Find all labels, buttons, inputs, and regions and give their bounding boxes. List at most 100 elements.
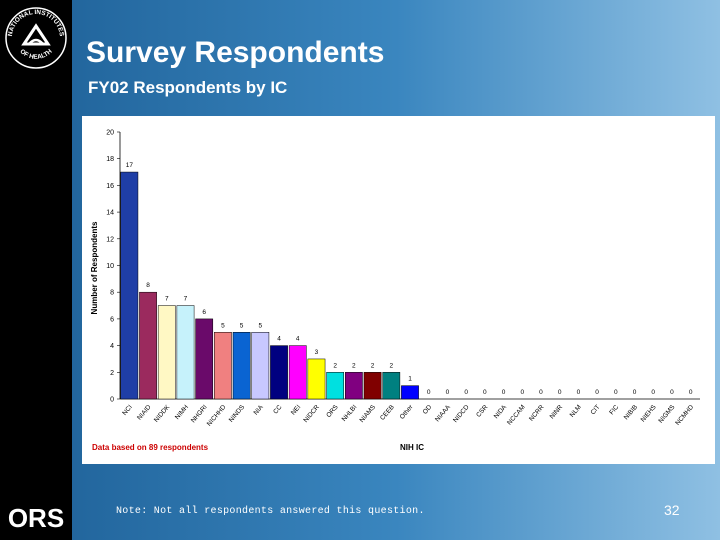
y-axis-label: Number of Respondents — [90, 221, 99, 314]
bar-ceeb — [382, 372, 401, 400]
value-label: 3 — [315, 349, 319, 356]
category-label: NICHHD — [206, 404, 228, 428]
bar-nei — [288, 345, 307, 400]
value-label: 0 — [651, 389, 655, 396]
category-label: NHGRI — [190, 404, 209, 425]
category-label: NIEHS — [640, 403, 659, 423]
svg-text:NATIONAL INSTITUTES: NATIONAL INSTITUTES — [7, 9, 65, 38]
value-label: 0 — [520, 389, 524, 396]
value-label: 0 — [502, 389, 506, 396]
category-label: NLM — [569, 404, 583, 419]
value-label: 4 — [296, 336, 300, 343]
category-label: NIDCR — [302, 404, 321, 425]
bar-nhgri — [195, 318, 214, 400]
category-label: FIC — [608, 404, 620, 417]
svg-text:OF HEALTH: OF HEALTH — [18, 48, 53, 61]
value-label: 5 — [240, 322, 244, 329]
value-label: 0 — [446, 389, 450, 396]
value-label: 0 — [633, 389, 637, 396]
slide-title: Survey Respondents — [86, 36, 385, 69]
page-number: 32 — [664, 502, 680, 518]
chart-bars — [120, 171, 419, 400]
ors-logo-text: ORS — [8, 503, 64, 533]
value-label: 0 — [670, 389, 674, 396]
slide-subtitle: FY02 Respondents by IC — [88, 78, 288, 97]
value-label: 5 — [259, 322, 263, 329]
logo-mark-icon — [21, 23, 51, 46]
value-label: 2 — [333, 362, 337, 369]
y-tick-label: 14 — [106, 210, 114, 217]
bar-nimh — [176, 305, 195, 400]
y-tick-label: 6 — [110, 316, 114, 323]
ors-logo: ORS — [8, 503, 64, 533]
y-tick-label: 16 — [106, 183, 114, 190]
value-label: 17 — [126, 162, 134, 169]
x-axis-label: NIH IC — [400, 443, 424, 452]
value-label: 0 — [614, 389, 618, 396]
value-label: 0 — [539, 389, 543, 396]
category-label: NCCAM — [506, 404, 527, 427]
value-label: 2 — [352, 362, 356, 369]
value-label: 0 — [595, 389, 599, 396]
category-label: NINDS — [228, 403, 247, 424]
value-label: 0 — [464, 389, 468, 396]
category-label: NINR — [549, 404, 565, 421]
category-label: CC — [272, 404, 284, 416]
category-label: OD — [422, 404, 434, 416]
category-label: NIDA — [493, 403, 509, 420]
category-label: NIDDK — [153, 403, 172, 424]
category-label: NCRR — [528, 404, 546, 423]
y-tick-label: 18 — [106, 156, 114, 163]
logo-ring — [5, 7, 67, 69]
category-label: NCI — [121, 404, 134, 417]
category-label: NCMHD — [674, 404, 695, 427]
value-label: 4 — [277, 336, 281, 343]
sidebar: NATIONAL INSTITUTES OF HEALTH ORS — [0, 0, 72, 540]
value-label: 1 — [408, 376, 412, 383]
bar-niams — [363, 372, 382, 400]
value-label: 0 — [558, 389, 562, 396]
category-label: NIDCD — [452, 404, 471, 425]
bar-niddk — [157, 305, 176, 400]
y-tick-label: 0 — [110, 397, 114, 404]
bar-ninds — [232, 332, 251, 400]
category-label: CSR — [475, 404, 489, 419]
logo-top-text: NATIONAL INSTITUTES — [7, 9, 65, 38]
nih-logo: NATIONAL INSTITUTES OF HEALTH — [5, 7, 67, 69]
value-label: 6 — [202, 309, 206, 316]
y-tick-label: 2 — [110, 370, 114, 377]
category-label: NIAID — [136, 404, 153, 422]
bar-nci — [120, 171, 139, 400]
value-label: 0 — [483, 389, 487, 396]
y-tick-label: 20 — [106, 130, 114, 137]
y-tick-label: 10 — [106, 263, 114, 270]
bar-nhlbi — [345, 372, 363, 400]
chart-annotation: Data based on 89 respondents — [92, 443, 209, 452]
footnote: Note: Not all respondents answered this … — [116, 506, 425, 517]
category-label: NHLBI — [341, 404, 359, 423]
value-label: 7 — [165, 296, 169, 303]
y-tick-label: 4 — [110, 343, 114, 350]
category-label: NIAMS — [359, 403, 378, 424]
y-tick-label: 8 — [110, 290, 114, 297]
logo-bottom-text: OF HEALTH — [18, 48, 53, 61]
category-label: NIMH — [174, 404, 190, 421]
bar-nidcr — [307, 358, 326, 400]
bar-ors — [326, 372, 345, 400]
bar-nia — [251, 332, 270, 400]
value-label: 2 — [371, 362, 375, 369]
value-label: 0 — [577, 389, 581, 396]
chart-panel: 0 2 4 6 8 10 12 14 16 18 20 17 NCI 8 NIAID 7 NIDDK 7 NIMH 6… — [82, 116, 715, 464]
bar-chart: 0246810121416182017NCI8NIAID7NIDDK7NIMH6… — [90, 130, 700, 452]
category-label: CEEB — [379, 404, 396, 422]
value-label: 0 — [427, 389, 431, 396]
value-label: 0 — [689, 389, 693, 396]
category-label: CIT — [590, 404, 602, 417]
category-label: ORS — [325, 403, 340, 419]
category-label: NIAAA — [434, 403, 452, 423]
category-label: NEI — [290, 404, 302, 417]
bar-nichhd — [214, 332, 232, 400]
value-label: 7 — [184, 296, 188, 303]
bar-other — [401, 385, 419, 400]
y-tick-label: 12 — [106, 236, 114, 243]
